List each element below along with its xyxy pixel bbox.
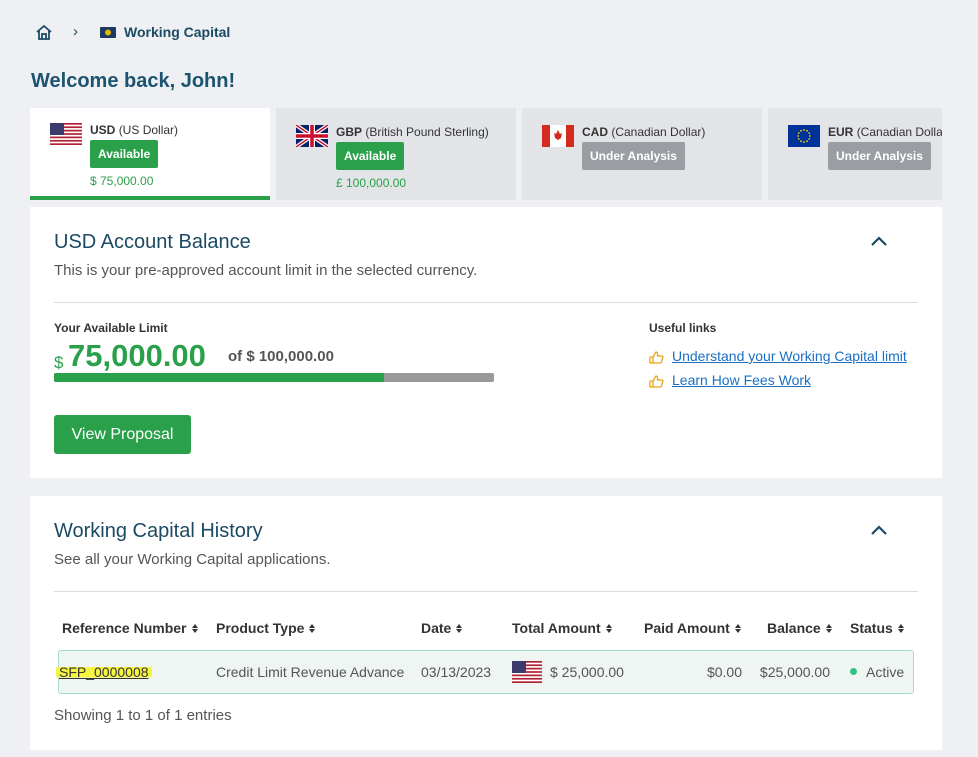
card-subtitle: This is your pre-approved account limit … bbox=[54, 262, 478, 279]
column-header[interactable]: Total Amount bbox=[512, 620, 612, 636]
sort-icon bbox=[605, 620, 612, 636]
sort-icon bbox=[734, 620, 741, 636]
currency-name: (US Dollar) bbox=[118, 123, 179, 137]
useful-link[interactable]: Learn How Fees Work bbox=[672, 372, 812, 388]
status-badge: Available bbox=[90, 140, 159, 168]
currency-code: GBP bbox=[336, 125, 363, 139]
divider bbox=[54, 302, 918, 303]
status-dot bbox=[850, 668, 857, 675]
divider bbox=[54, 591, 918, 592]
breadcrumb-icon bbox=[100, 27, 116, 38]
table-cell: $25,000.00 bbox=[759, 664, 830, 680]
currency-amount: £ 100,000.00 bbox=[336, 176, 407, 190]
table-footer: Showing 1 to 1 of 1 entries bbox=[54, 707, 232, 724]
sort-icon bbox=[309, 620, 316, 636]
table-cell: $0.00 bbox=[706, 664, 742, 680]
header-text: Paid Amount bbox=[644, 620, 730, 636]
progress-track bbox=[54, 373, 494, 382]
links-title: Useful links bbox=[649, 321, 717, 335]
table-cell: Active bbox=[866, 664, 905, 680]
table-cell[interactable]: SFP_0000008 bbox=[56, 664, 152, 680]
flag bbox=[294, 123, 330, 152]
header-text: Balance bbox=[767, 620, 821, 636]
available-amount: 75,000.00 bbox=[68, 338, 206, 373]
sort-icon bbox=[456, 620, 463, 636]
sort-icon bbox=[825, 620, 832, 636]
table-cell: $ 25,000.00 bbox=[550, 664, 624, 680]
history-card: Working Capital History See all your Wor… bbox=[30, 496, 942, 750]
currency-label: CAD (Canadian Dollar) bbox=[582, 125, 705, 139]
currency-tab[interactable]: EUR (Canadian Dollar) Under Analysis bbox=[768, 108, 942, 200]
status-badge: Under Analysis bbox=[828, 142, 931, 170]
useful-link[interactable]: Understand your Working Capital limit bbox=[672, 348, 907, 364]
thumb-icon bbox=[649, 351, 664, 369]
currency-label: USD (US Dollar) bbox=[90, 123, 178, 137]
flag bbox=[50, 123, 82, 150]
table-cell: Credit Limit Revenue Advance bbox=[216, 664, 405, 680]
column-header[interactable]: Date bbox=[421, 620, 463, 636]
currency-name: (Canadian Dollar) bbox=[611, 125, 706, 139]
column-header[interactable]: Product Type bbox=[216, 620, 316, 636]
flag bbox=[542, 125, 574, 152]
currency-name: (British Pound Sterling) bbox=[365, 125, 489, 139]
currency-tab[interactable]: USD (US Dollar) Available $ 75,000.00 bbox=[30, 108, 270, 200]
header-text: Reference Number bbox=[62, 620, 187, 636]
table-row bbox=[58, 650, 914, 694]
card-title: Working Capital History bbox=[54, 520, 263, 542]
breadcrumb-separator: › bbox=[73, 23, 78, 40]
currency-label: EUR (Canadian Dollar) bbox=[828, 125, 942, 139]
status-badge: Available bbox=[336, 142, 405, 170]
balance-card: USD Account Balance This is your pre-app… bbox=[30, 207, 942, 478]
column-header[interactable]: Balance bbox=[767, 620, 832, 636]
currency-code: CAD bbox=[582, 125, 608, 139]
header-text: Total Amount bbox=[512, 620, 601, 636]
currency-tab[interactable]: GBP (British Pound Sterling) Available £ 1… bbox=[276, 108, 516, 200]
currency-tab[interactable]: CAD (Canadian Dollar) Under Analysis bbox=[522, 108, 762, 200]
flag bbox=[788, 125, 820, 152]
currency-name: (Canadian Dollar) bbox=[856, 125, 942, 139]
table-cell: 03/13/2023 bbox=[421, 664, 492, 680]
card-subtitle: See all your Working Capital application… bbox=[54, 551, 331, 568]
sort-icon bbox=[191, 620, 198, 636]
limit-label: Your Available Limit bbox=[54, 321, 168, 335]
currency-code: USD bbox=[90, 123, 116, 137]
currency-code: EUR bbox=[828, 125, 854, 139]
thumb-icon bbox=[649, 375, 664, 393]
breadcrumb-current[interactable]: Working Capital bbox=[124, 24, 231, 40]
header-text: Status bbox=[850, 620, 893, 636]
collapse-toggle[interactable] bbox=[870, 524, 888, 536]
total-limit: of $ 100,000.00 bbox=[228, 348, 334, 365]
column-header[interactable]: Reference Number bbox=[62, 620, 198, 636]
header-text: Product Type bbox=[216, 620, 305, 636]
collapse-toggle[interactable] bbox=[870, 235, 888, 247]
progress-fill bbox=[54, 373, 384, 382]
currency-tabs: USD (US Dollar) Available $ 75,000.00 GBP (… bbox=[30, 108, 942, 200]
header-text: Date bbox=[421, 620, 452, 636]
currency-symbol: $ bbox=[54, 353, 64, 372]
card-title: USD Account Balance bbox=[54, 231, 251, 253]
currency-amount: $ 75,000.00 bbox=[90, 174, 154, 188]
sort-icon bbox=[897, 620, 904, 636]
column-header[interactable]: Status bbox=[850, 620, 904, 636]
home-icon[interactable] bbox=[35, 24, 53, 41]
column-header[interactable]: Paid Amount bbox=[644, 620, 741, 636]
welcome-heading: Welcome back, John! bbox=[31, 70, 236, 92]
status-badge: Under Analysis bbox=[582, 142, 685, 170]
view-proposal-button[interactable]: View Proposal bbox=[54, 415, 191, 454]
currency-label: GBP (British Pound Sterling) bbox=[336, 125, 489, 139]
flag bbox=[512, 661, 544, 688]
